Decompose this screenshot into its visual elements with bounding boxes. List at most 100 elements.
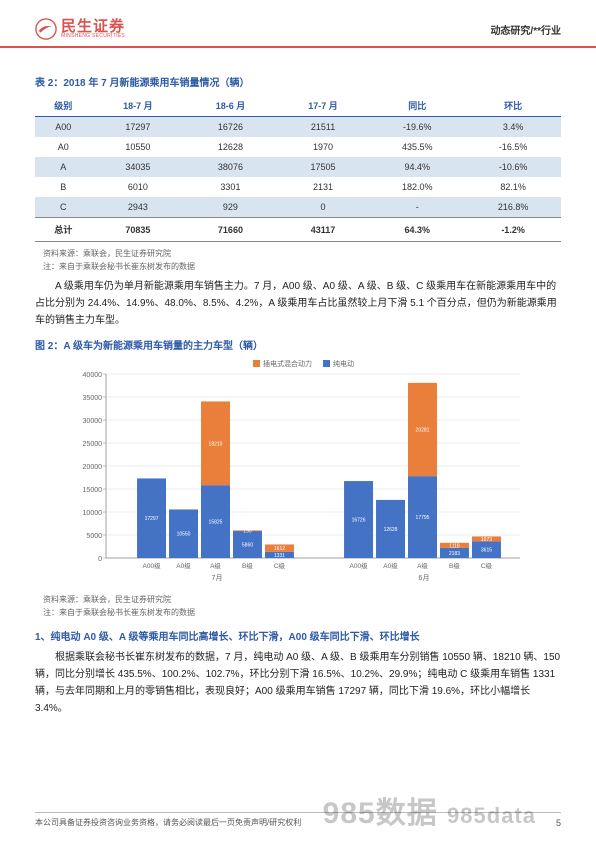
table-row: A010550126281970435.5%-16.5% xyxy=(35,137,561,157)
paragraph-1: A 级乘用车仍为单月新能源乘用车销售主力。7 月，A00 级、A0 级、A 级、… xyxy=(35,278,561,329)
table-row: A34035380761750594.4%-10.6% xyxy=(35,157,561,177)
table-footer-cell: 总计 xyxy=(35,218,92,242)
svg-text:B级: B级 xyxy=(242,561,253,570)
table-footer-cell: 70835 xyxy=(92,218,185,242)
table-row: C29439290-216.8% xyxy=(35,197,561,218)
table-cell: - xyxy=(369,197,465,218)
svg-text:5860: 5860 xyxy=(242,543,253,549)
bar-chart: 0500010000150002000025000300003500040000… xyxy=(68,358,528,588)
logo-text-en: MINSHENG SECURITIES xyxy=(61,34,125,39)
table-cell: 38076 xyxy=(184,157,277,177)
chart-source: 资料来源：乘联会，民生证券研究院 xyxy=(43,594,561,605)
svg-text:C级: C级 xyxy=(481,561,493,570)
table-row: A00172971672621511-19.6%3.4% xyxy=(35,117,561,138)
table-row: B601033012131182.0%82.1% xyxy=(35,177,561,197)
svg-text:0: 0 xyxy=(98,556,102,563)
table-cell: 82.1% xyxy=(465,177,561,197)
table-cell: 6010 xyxy=(92,177,185,197)
svg-text:7月: 7月 xyxy=(212,574,223,582)
chart-svg: 0500010000150002000025000300003500040000… xyxy=(68,358,528,588)
table-cell: -10.6% xyxy=(465,157,561,177)
chart-title: 图 2：A 级车为新能源乘用车销量的主力车型（辆） xyxy=(35,337,561,352)
table-cell: B xyxy=(35,177,92,197)
table-col-header: 18-6 月 xyxy=(184,95,277,117)
table-cell: 17297 xyxy=(92,117,185,138)
svg-text:A0级: A0级 xyxy=(383,561,398,570)
table-footer-cell: 64.3% xyxy=(369,218,465,242)
table-note: 注：来自于乘联会秘书长崔东树发布的数据 xyxy=(43,261,561,272)
svg-text:17795: 17795 xyxy=(416,515,430,521)
table-cell: 182.0% xyxy=(369,177,465,197)
table-cell: 3301 xyxy=(184,177,277,197)
svg-text:插电式混合动力: 插电式混合动力 xyxy=(263,359,312,368)
logo-swirl-icon xyxy=(35,18,57,40)
svg-text:2183: 2183 xyxy=(449,551,460,557)
table-cell: 1970 xyxy=(277,137,370,157)
svg-text:40000: 40000 xyxy=(83,372,103,379)
svg-text:20281: 20281 xyxy=(416,427,430,433)
table-footer-cell: -1.2% xyxy=(465,218,561,242)
svg-text:1118: 1118 xyxy=(449,543,460,549)
table-col-header: 18-7 月 xyxy=(92,95,185,117)
svg-text:10000: 10000 xyxy=(83,510,103,517)
svg-text:15825: 15825 xyxy=(209,520,223,526)
page-header: 民生证券 MINSHENG SECURITIES 动态研究/**行业 xyxy=(0,0,596,48)
table-cell: 2943 xyxy=(92,197,185,218)
table-header-row: 级别18-7 月18-6 月17-7 月同比环比 xyxy=(35,95,561,117)
svg-text:35000: 35000 xyxy=(83,395,103,402)
table-cell: -19.6% xyxy=(369,117,465,138)
table-footer-cell: 43117 xyxy=(277,218,370,242)
table-cell: 216.8% xyxy=(465,197,561,218)
svg-text:6月: 6月 xyxy=(419,574,430,582)
table-col-header: 级别 xyxy=(35,95,92,117)
logo-text-cn: 民生证券 xyxy=(61,19,125,34)
table-col-header: 环比 xyxy=(465,95,561,117)
table-cell: 12628 xyxy=(184,137,277,157)
svg-text:150: 150 xyxy=(243,529,252,535)
footer-text: 本公司具备证券投资咨询业务资格，请务必阅读最后一页免责声明/研究权利 xyxy=(35,818,301,827)
svg-text:15000: 15000 xyxy=(83,487,103,494)
svg-text:12628: 12628 xyxy=(384,527,398,533)
sales-table: 级别18-7 月18-6 月17-7 月同比环比 A00172971672621… xyxy=(35,95,561,242)
table-cell: -16.5% xyxy=(465,137,561,157)
svg-text:10550: 10550 xyxy=(177,532,191,538)
table-cell: 0 xyxy=(277,197,370,218)
table-cell: A xyxy=(35,157,92,177)
table-cell: 16726 xyxy=(184,117,277,138)
svg-text:A0级: A0级 xyxy=(176,561,191,570)
svg-text:30000: 30000 xyxy=(83,418,103,425)
table-cell: 94.4% xyxy=(369,157,465,177)
svg-text:1612: 1612 xyxy=(274,546,285,552)
table-cell: A0 xyxy=(35,137,92,157)
page-footer: 本公司具备证券投资咨询业务资格，请务必阅读最后一页免责声明/研究权利 5 xyxy=(35,812,561,828)
svg-text:C级: C级 xyxy=(274,561,286,570)
chart-note: 注：来自于乘联会秘书长崔东树发布的数据 xyxy=(43,607,561,618)
svg-text:A00级: A00级 xyxy=(350,561,369,570)
table-col-header: 同比 xyxy=(369,95,465,117)
table-cell: 3.4% xyxy=(465,117,561,138)
table-footer-row: 总计70835716604311764.3%-1.2% xyxy=(35,218,561,242)
table-footer-cell: 71660 xyxy=(184,218,277,242)
svg-text:17297: 17297 xyxy=(145,516,159,522)
table-cell: C xyxy=(35,197,92,218)
section-heading-1: 1、纯电动 A0 级、A 级等乘用车同比高增长、环比下滑，A00 级车同比下滑、… xyxy=(35,628,561,643)
logo: 民生证券 MINSHENG SECURITIES xyxy=(35,18,125,40)
svg-text:纯电动: 纯电动 xyxy=(333,359,354,368)
table-col-header: 17-7 月 xyxy=(277,95,370,117)
svg-text:18210: 18210 xyxy=(209,441,223,447)
table-cell: 10550 xyxy=(92,137,185,157)
svg-text:3615: 3615 xyxy=(481,548,492,554)
table-body: A00172971672621511-19.6%3.4%A01055012628… xyxy=(35,117,561,218)
svg-text:16726: 16726 xyxy=(352,518,366,524)
table-cell: 929 xyxy=(184,197,277,218)
table-title: 表 2：2018 年 7 月新能源乘用车销量情况（辆） xyxy=(35,74,561,89)
content: 表 2：2018 年 7 月新能源乘用车销量情况（辆） 级别18-7 月18-6… xyxy=(0,48,596,717)
table-source: 资料来源：乘联会，民生证券研究院 xyxy=(43,248,561,259)
page-number: 5 xyxy=(556,818,561,828)
svg-text:B级: B级 xyxy=(449,561,460,570)
table-cell: 2131 xyxy=(277,177,370,197)
table-cell: A00 xyxy=(35,117,92,138)
header-right-text: 动态研究/**行业 xyxy=(490,22,561,37)
svg-text:25000: 25000 xyxy=(83,441,103,448)
svg-text:5000: 5000 xyxy=(86,533,102,540)
